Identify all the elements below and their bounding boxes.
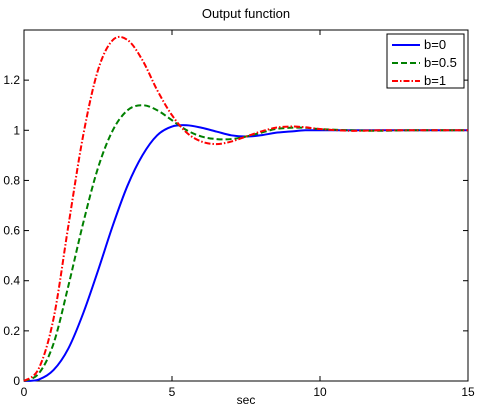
series-lines xyxy=(23,35,468,382)
y-tick-label: 0.6 xyxy=(3,224,20,238)
x-tick-label: 10 xyxy=(313,385,327,399)
legend-box xyxy=(386,33,465,89)
x-tick-label: 5 xyxy=(169,385,176,399)
series-line-b-1 xyxy=(23,35,468,382)
axis-ticks: 0 5 10 15 0 0.2 0.4 0.6 0.8 1 1.2 xyxy=(3,30,475,399)
series-line-b-0-5 xyxy=(23,104,468,382)
y-tick-label: 1 xyxy=(13,123,20,137)
y-tick-label: 0 xyxy=(13,374,20,388)
x-tick-label: 15 xyxy=(461,385,475,399)
legend: b=0 b=0.5 b=1 xyxy=(386,33,465,89)
y-tick-label: 0.2 xyxy=(3,324,20,338)
y-tick-label: 0.4 xyxy=(3,274,20,288)
legend-label: b=0.5 xyxy=(424,55,457,70)
legend-label: b=0 xyxy=(424,37,446,52)
y-tick-label: 1.2 xyxy=(3,73,20,87)
y-tick-label: 0.8 xyxy=(3,173,20,187)
x-axis-label: sec xyxy=(237,393,256,407)
chart-title: Output function xyxy=(202,6,290,21)
x-tick-label: 0 xyxy=(21,385,28,399)
legend-label: b=1 xyxy=(424,73,446,88)
